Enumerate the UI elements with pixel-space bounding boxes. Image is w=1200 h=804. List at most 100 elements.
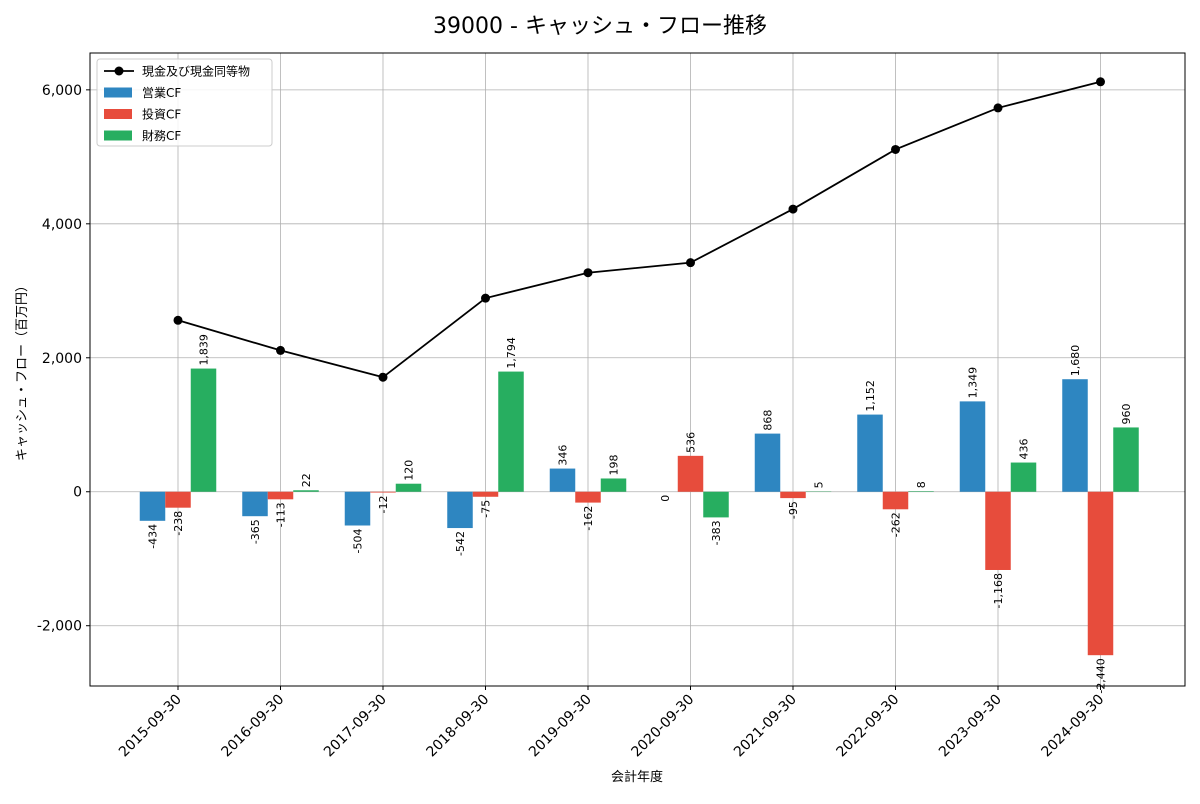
bar-data-label: 1,794 xyxy=(505,337,518,369)
bar xyxy=(575,492,601,503)
legend-color-swatch xyxy=(104,109,132,119)
x-tick-label: 2020-09-30 xyxy=(628,692,697,761)
bar-data-label: 1,680 xyxy=(1069,345,1082,377)
bar-data-label: -95 xyxy=(787,501,800,519)
legend-color-swatch xyxy=(104,131,132,141)
bar xyxy=(370,492,396,493)
cash-line xyxy=(178,82,1101,377)
x-tick-label: 2017-09-30 xyxy=(321,692,390,761)
cash-point xyxy=(1096,77,1105,86)
bar xyxy=(165,492,191,508)
bar xyxy=(601,478,627,491)
bar xyxy=(780,492,806,498)
bar-data-label: 1,839 xyxy=(198,334,211,366)
cash-point xyxy=(379,373,388,382)
bar-data-label: -12 xyxy=(377,496,390,514)
legend-label: 投資CF xyxy=(142,107,181,122)
bar xyxy=(473,492,499,497)
cash-point xyxy=(276,346,285,355)
y-tick-label: 6,000 xyxy=(42,83,82,99)
legend-label: 財務CF xyxy=(142,128,181,143)
bar xyxy=(703,492,729,518)
bar-data-label: 198 xyxy=(608,454,621,475)
bar-data-label: 22 xyxy=(300,473,313,487)
bar xyxy=(1088,492,1114,655)
y-axis-label: キャッシュ・フロー（百万円） xyxy=(15,279,30,461)
x-tick-label: 2022-09-30 xyxy=(833,692,902,761)
x-tick-label: 2021-09-30 xyxy=(731,692,800,761)
x-tick-label: 2015-09-30 xyxy=(116,692,185,761)
legend-label: 現金及び現金同等物 xyxy=(142,64,250,79)
bar xyxy=(678,456,704,492)
bar-data-label: 120 xyxy=(403,460,416,481)
bar-data-label: 8 xyxy=(915,481,928,488)
x-tick-label: 2023-09-30 xyxy=(936,692,1005,761)
bar xyxy=(1113,427,1139,491)
legend-marker xyxy=(115,67,124,76)
bar xyxy=(140,492,166,521)
y-tick-label: -2,000 xyxy=(37,619,82,635)
y-tick-label: 4,000 xyxy=(42,217,82,233)
x-tick-label: 2019-09-30 xyxy=(526,692,595,761)
bar-data-label: -113 xyxy=(275,502,288,527)
bar xyxy=(960,401,986,491)
bar-data-label: -434 xyxy=(147,524,160,549)
cash-point xyxy=(994,103,1003,112)
bar xyxy=(191,369,217,492)
bar xyxy=(396,484,422,492)
cash-point xyxy=(891,145,900,154)
bar xyxy=(908,491,934,492)
bar-data-label: -542 xyxy=(454,531,467,556)
x-tick-label: 2024-09-30 xyxy=(1038,692,1107,761)
cash-point xyxy=(789,205,798,214)
plot-area-frame xyxy=(90,53,1185,686)
bar xyxy=(268,492,294,500)
bar xyxy=(1062,379,1088,492)
bar-data-label: 868 xyxy=(762,410,775,431)
bar-data-label: -262 xyxy=(890,512,903,537)
cash-point xyxy=(174,316,183,325)
bar xyxy=(447,492,473,528)
grid-layer xyxy=(90,53,1185,686)
bar-data-label: 436 xyxy=(1018,439,1031,460)
bar-data-label: 1,349 xyxy=(967,367,980,399)
bar-data-label: -383 xyxy=(710,520,723,545)
chart-title: 39000 - キャッシュ・フロー推移 xyxy=(433,14,767,39)
bar-data-label: -365 xyxy=(249,519,262,544)
bar-data-label: 536 xyxy=(685,432,698,453)
line-layer xyxy=(174,77,1106,381)
bar xyxy=(345,492,371,526)
bar-data-label: -1,168 xyxy=(992,573,1005,608)
bar xyxy=(550,469,576,492)
bar-data-label: -75 xyxy=(480,500,493,518)
legend-color-swatch xyxy=(104,88,132,98)
cash-point xyxy=(686,258,695,267)
bar-data-label: 960 xyxy=(1120,403,1133,424)
bars-layer xyxy=(140,369,1139,656)
bar-data-label: -162 xyxy=(582,506,595,531)
bar xyxy=(242,492,268,516)
bar-data-label: 5 xyxy=(813,481,826,488)
bar xyxy=(883,492,909,510)
bar xyxy=(498,372,524,492)
y-tick-label: 0 xyxy=(73,485,82,501)
cash-point xyxy=(584,268,593,277)
x-tick-label: 2018-09-30 xyxy=(423,692,492,761)
bar xyxy=(755,434,781,492)
cash-point xyxy=(481,294,490,303)
bar-data-label: 346 xyxy=(557,445,570,466)
x-tick-label: 2016-09-30 xyxy=(218,692,287,761)
legend-label: 営業CF xyxy=(142,86,181,100)
bar-data-label: -504 xyxy=(352,529,365,554)
bar-data-label: 0 xyxy=(659,495,672,502)
bar xyxy=(293,490,319,491)
bar xyxy=(985,492,1011,570)
x-axis-label: 会計年度 xyxy=(611,769,663,785)
bar xyxy=(857,415,883,492)
bar-data-label: -238 xyxy=(172,511,185,536)
y-tick-label: 2,000 xyxy=(42,351,82,367)
